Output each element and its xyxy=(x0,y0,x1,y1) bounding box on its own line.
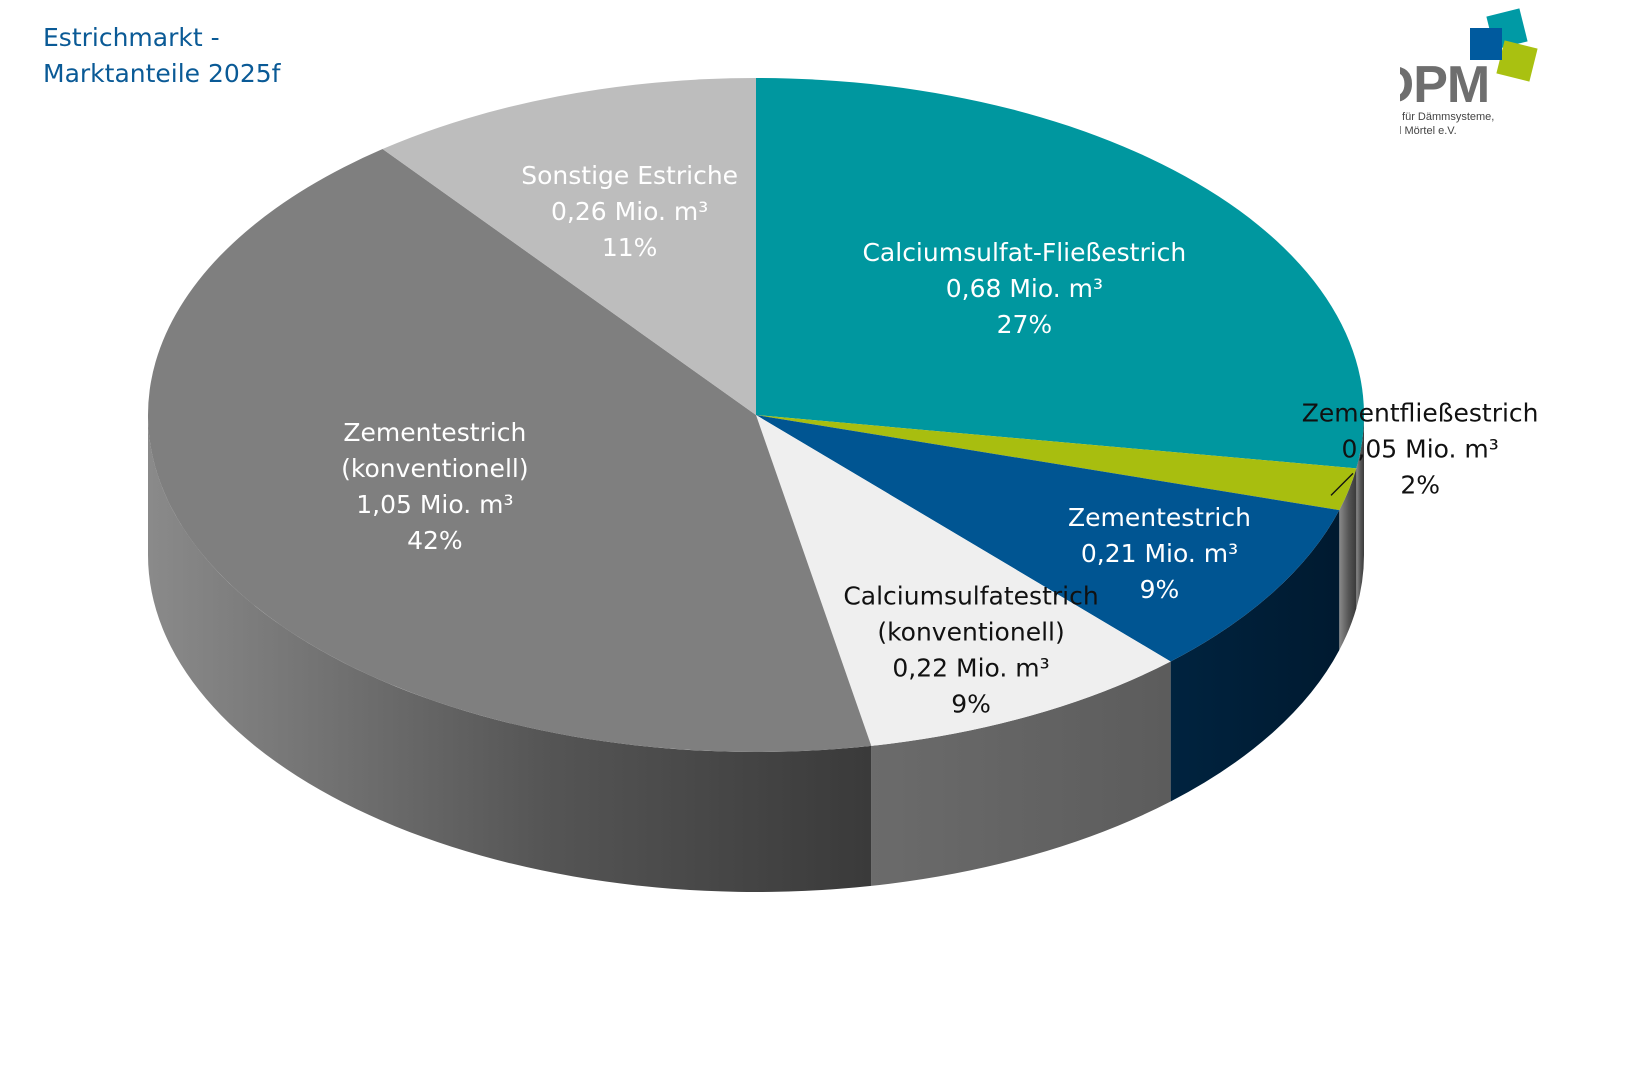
slice-4-label-line-1: Calciumsulfatestrich xyxy=(843,581,1098,610)
pie-slice-4 xyxy=(756,415,1171,746)
slice-5-label-line-4: 42% xyxy=(407,526,463,555)
slice-1-label-line-3: 27% xyxy=(997,310,1053,339)
vdpm-logo: VDPM Verband für Dämmsysteme, Putz und M… xyxy=(1400,8,1538,137)
pie-side-walls xyxy=(148,415,1364,893)
slice-4-label-line-3: 0,22 Mio. m³ xyxy=(892,653,1049,682)
slice-2-label-line-1: Zementfließestrich xyxy=(1302,398,1539,427)
leader-lines xyxy=(1330,472,1354,496)
slice-1-label-line-1: Calciumsulfat-Fließestrich xyxy=(862,238,1186,267)
slice-2-leader-line xyxy=(1330,472,1354,496)
pie-slice-1 xyxy=(756,78,1364,469)
slice-4-label-line-2: (konventionell) xyxy=(877,617,1064,646)
logo-square-blue xyxy=(1470,28,1502,60)
slice-5-label-line-2: (konventionell) xyxy=(341,454,528,483)
pie-slices xyxy=(147,78,1364,753)
slice-labels: Calciumsulfat-Fließestrich 0,68 Mio. m³ 27… xyxy=(341,161,1538,718)
pie-side-5 xyxy=(148,415,872,893)
slice-3-label-line-1: Zementestrich xyxy=(1068,503,1251,532)
slice-5-label-line-1: Zementestrich xyxy=(343,418,526,447)
slice-3-label-line-3: 9% xyxy=(1140,575,1180,604)
slice-6-label-line-1: Sonstige Estriche xyxy=(521,161,738,190)
logo-subtitle-line-1: Verband für Dämmsysteme, xyxy=(1400,111,1494,123)
logo-subtitle-line-2: Putz und Mörtel e.V. xyxy=(1400,125,1457,137)
chart-title: Estrichmarkt - Marktanteile 2025f xyxy=(43,20,280,92)
pie-slice-5 xyxy=(147,149,872,753)
slice-4-label-line-4: 9% xyxy=(951,689,991,718)
slice-6-label-line-3: 11% xyxy=(602,233,658,262)
logo-square-green xyxy=(1496,40,1538,82)
pie-slice-2 xyxy=(756,415,1357,511)
slice-2-label-line-3: 2% xyxy=(1400,470,1440,499)
chart-title-line-1: Estrichmarkt - xyxy=(43,23,220,52)
pie-side-2 xyxy=(1339,468,1357,651)
slice-5-label-line-3: 1,05 Mio. m³ xyxy=(356,490,513,519)
pie-slice-6 xyxy=(382,78,756,415)
chart-title-line-2: Marktanteile 2025f xyxy=(43,59,281,88)
slice-6-label-line-2: 0,26 Mio. m³ xyxy=(551,197,708,226)
pie-side-3 xyxy=(1170,510,1340,802)
pie-slice-3 xyxy=(756,415,1340,662)
pie-side-1 xyxy=(1356,415,1364,609)
logo-brand-text: VDPM xyxy=(1400,56,1489,114)
pie-side-4 xyxy=(871,661,1171,886)
slice-2-label-line-2: 0,05 Mio. m³ xyxy=(1342,434,1499,463)
slice-3-label-line-2: 0,21 Mio. m³ xyxy=(1081,539,1238,568)
slice-1-label-line-2: 0,68 Mio. m³ xyxy=(946,274,1103,303)
